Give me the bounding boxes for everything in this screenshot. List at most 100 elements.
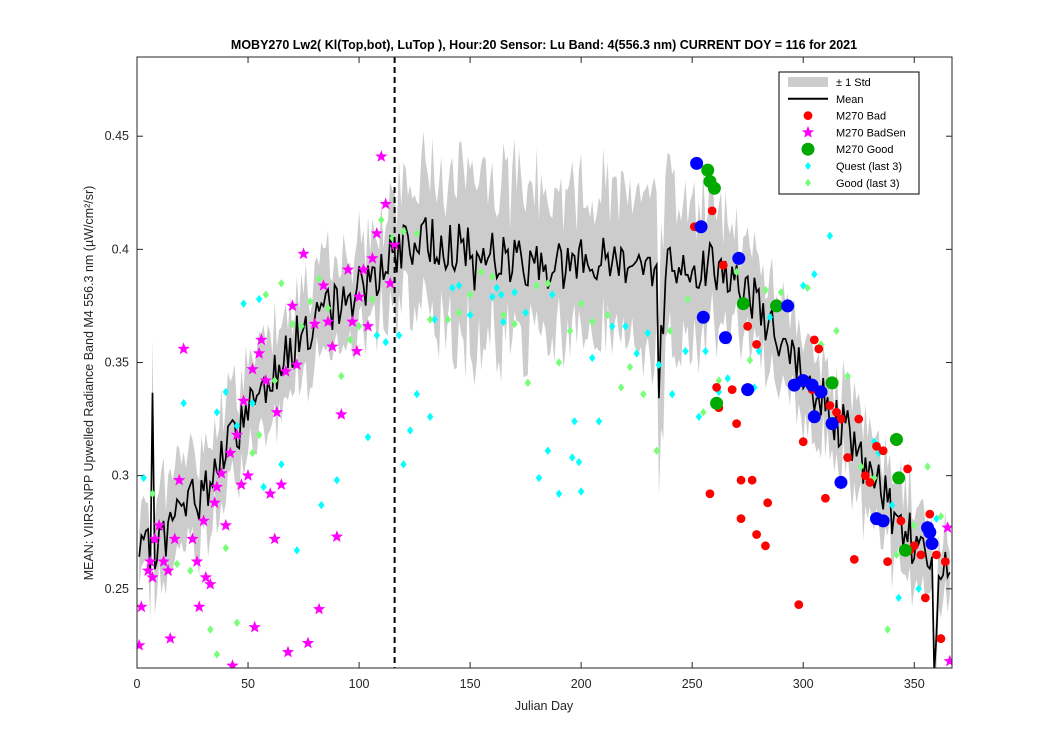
m270-bad-point bbox=[821, 493, 830, 503]
good-last3-point bbox=[911, 521, 918, 530]
good-last3-point bbox=[871, 473, 878, 483]
m270-bad-point bbox=[743, 321, 753, 331]
good-last3-point bbox=[324, 303, 332, 313]
m270-good-point bbox=[736, 297, 750, 311]
m270-badsen-point bbox=[177, 342, 190, 355]
good-last3-point bbox=[262, 290, 270, 299]
m270-badsen-point bbox=[357, 263, 370, 275]
legend-bad-marker bbox=[803, 111, 813, 120]
m270-badsen-point bbox=[941, 521, 952, 533]
m270-badsen-point bbox=[297, 247, 310, 260]
good-last3-point bbox=[924, 462, 931, 471]
m270-bad-point bbox=[752, 339, 761, 349]
good-last3-point bbox=[762, 285, 769, 295]
quest-last3-point bbox=[449, 283, 456, 293]
good-last3-point bbox=[589, 317, 596, 326]
m270-bad-point bbox=[761, 541, 770, 551]
good-last3-point bbox=[500, 310, 507, 320]
m270-badsen-point bbox=[193, 600, 206, 613]
m270-badsen-point bbox=[268, 532, 281, 545]
m270-bad-point bbox=[843, 453, 853, 462]
m270-bad-point bbox=[736, 475, 746, 485]
x-tick-label: 150 bbox=[460, 677, 481, 691]
m270-badsen-point bbox=[190, 555, 204, 567]
legend-label-badsen: M270 BadSen bbox=[836, 127, 906, 139]
m270-badsen-point bbox=[246, 362, 259, 375]
legend-box bbox=[778, 71, 920, 195]
quest-last3-point bbox=[511, 288, 518, 297]
m270-good-point bbox=[889, 432, 903, 446]
good-last3-point bbox=[466, 290, 474, 299]
x-tick-label: 100 bbox=[349, 677, 370, 691]
m270-bad-point bbox=[752, 530, 761, 539]
quest-last3-point bbox=[373, 331, 381, 340]
m270-badsen-point bbox=[208, 496, 221, 509]
m270-bad-point bbox=[732, 419, 741, 428]
m270-bad-point bbox=[920, 593, 930, 603]
m270-blue-point bbox=[825, 417, 839, 431]
m270-badsen-point bbox=[226, 659, 239, 668]
m270-badsen-point bbox=[197, 514, 210, 527]
m270-bad-point bbox=[794, 600, 804, 610]
m270-blue-point bbox=[923, 525, 937, 539]
good-last3-point bbox=[937, 512, 945, 521]
quest-last3-point bbox=[318, 500, 325, 510]
m270-badsen-point bbox=[384, 276, 397, 289]
plot-clipped-group bbox=[137, 131, 952, 668]
m270-badsen-point bbox=[215, 466, 228, 479]
good-last3-point bbox=[626, 362, 634, 372]
x-axis-label: Julian Day bbox=[515, 699, 574, 713]
good-last3-point bbox=[524, 378, 532, 388]
quest-last3-point bbox=[233, 421, 241, 431]
quest-last3-point bbox=[915, 584, 922, 593]
x-tick-label: 0 bbox=[134, 677, 141, 691]
quest-last3-point bbox=[333, 475, 341, 485]
good-last3-point bbox=[400, 227, 407, 236]
m270-bad-point bbox=[718, 260, 728, 270]
m270-badsen-point bbox=[388, 238, 401, 251]
legend-good-marker bbox=[801, 142, 815, 156]
m270-bad-point bbox=[727, 385, 737, 395]
good-last3-point bbox=[604, 310, 611, 320]
m270-bad-point bbox=[940, 557, 950, 567]
legend-label-bad: M270 Bad bbox=[836, 111, 886, 123]
x-tick-label: 200 bbox=[571, 677, 592, 691]
m270-bad-point bbox=[932, 550, 941, 560]
quest-last3-point bbox=[400, 460, 407, 469]
quest-last3-point bbox=[544, 446, 552, 455]
good-last3-point bbox=[149, 489, 156, 498]
m270-badsen-point bbox=[144, 555, 157, 567]
m270-badsen-point bbox=[270, 405, 284, 418]
quest-last3-point bbox=[826, 231, 834, 240]
legend-badsen-marker bbox=[801, 125, 815, 138]
m270-blue-point bbox=[781, 299, 795, 313]
m270-bad-series bbox=[689, 206, 950, 643]
m270-badsen-point bbox=[321, 315, 335, 327]
m270-badsen-point bbox=[224, 446, 237, 459]
m270-bad-point bbox=[809, 335, 819, 345]
good-last3-point bbox=[346, 335, 354, 345]
quest-last3-point bbox=[522, 308, 529, 317]
quest-last3-point bbox=[466, 310, 474, 320]
good-last3-series bbox=[149, 215, 945, 659]
quest-last3-point bbox=[382, 337, 389, 347]
m270-badsen-point bbox=[199, 571, 212, 583]
good-last3-point bbox=[893, 550, 900, 560]
m270-badsen-point bbox=[379, 197, 392, 210]
m270-bad-point bbox=[825, 401, 835, 410]
m270-bad-point bbox=[763, 498, 773, 508]
m270-badsen-point bbox=[164, 632, 177, 644]
quest-last3-point bbox=[249, 399, 256, 408]
quest-last3-point bbox=[575, 457, 583, 467]
m270-blue-point bbox=[694, 220, 708, 234]
quest-last3-point bbox=[493, 283, 500, 293]
good-last3-point bbox=[640, 389, 647, 399]
m270-badsen-point bbox=[350, 344, 363, 357]
m270-badsen-point bbox=[161, 564, 175, 576]
m270-bad-point bbox=[916, 550, 926, 560]
y-axis-label: MEAN: VIIRS-NPP Upwelled Radiance Band M… bbox=[82, 186, 96, 581]
m270-blue-point bbox=[876, 514, 890, 528]
quest-last3-point bbox=[933, 514, 940, 523]
m270-blue-point bbox=[834, 475, 848, 489]
m270-good-point bbox=[701, 163, 715, 177]
